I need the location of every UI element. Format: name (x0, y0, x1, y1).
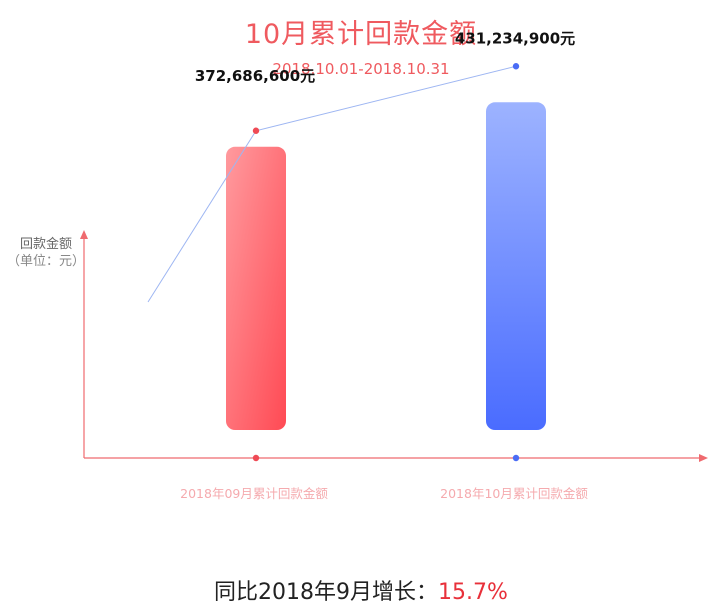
summary-growth-value: 15.7% (438, 580, 508, 605)
summary-line: 同比2018年9月增长：15.7% (0, 574, 722, 606)
value-label-2: 431,234,900元 (455, 29, 575, 47)
value-label-1: 372,686,600元 (195, 67, 315, 85)
data-point-1 (253, 128, 259, 134)
category-label-2: 2018年10月累计回款金额 (440, 486, 588, 501)
bar-2 (486, 102, 546, 430)
x-axis-marker-1 (253, 455, 259, 461)
x-axis-marker-2 (513, 455, 519, 461)
y-axis-arrow (80, 230, 88, 239)
x-axis-arrow (699, 454, 708, 462)
data-point-2 (513, 63, 519, 69)
trend-line (148, 66, 516, 302)
summary-prefix: 同比2018年9月增长： (214, 580, 438, 605)
category-label-1: 2018年09月累计回款金额 (180, 486, 328, 501)
bar-1 (226, 147, 286, 430)
